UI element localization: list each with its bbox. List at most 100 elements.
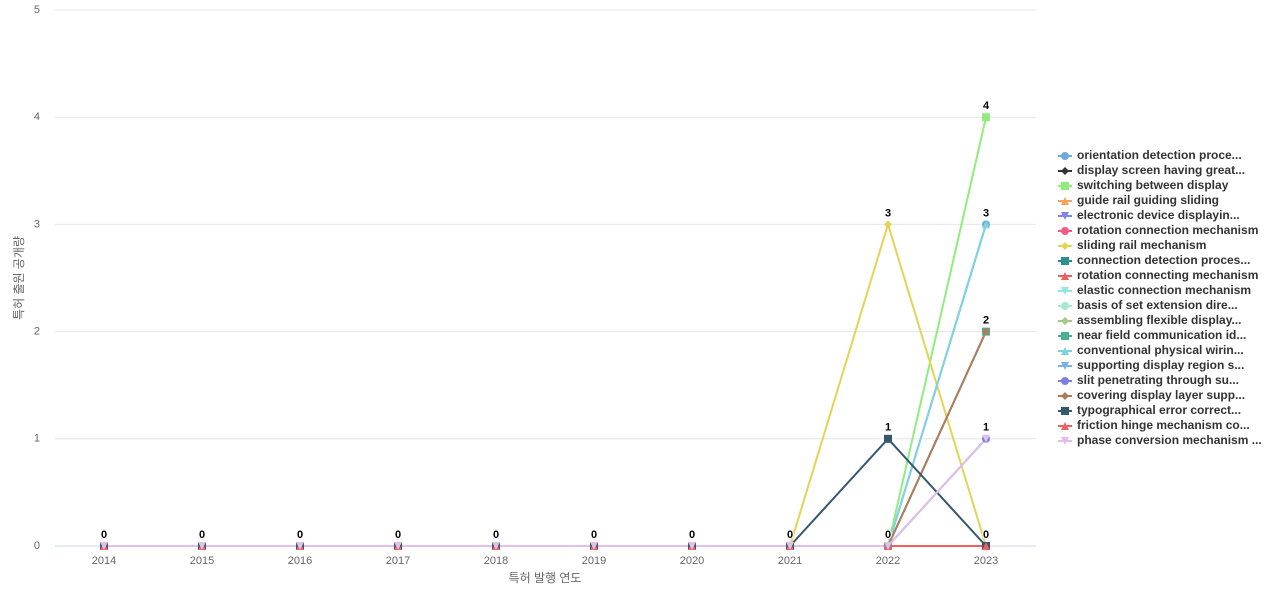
legend-marker xyxy=(1061,332,1069,340)
marker xyxy=(100,542,108,550)
legend-text: elastic connection mechanism xyxy=(1077,283,1251,297)
legend-item[interactable]: typographical error correct... xyxy=(1058,403,1241,417)
legend-text: friction hinge mechanism co... xyxy=(1077,418,1250,432)
legend-text: electronic device displayin... xyxy=(1077,208,1240,222)
legend-text: assembling flexible display... xyxy=(1077,313,1242,327)
series-line xyxy=(104,438,987,547)
legend-marker xyxy=(1061,287,1069,295)
y-tick-label: 3 xyxy=(34,218,40,230)
legend-marker xyxy=(1061,212,1069,220)
x-tick-label: 2016 xyxy=(288,555,312,567)
marker xyxy=(688,542,696,550)
data-label: 3 xyxy=(885,207,891,219)
x-axis-title: 특허 발행 연도 xyxy=(509,570,582,585)
data-label: 0 xyxy=(297,529,303,541)
y-tick-label: 1 xyxy=(34,433,40,445)
marker xyxy=(884,220,892,229)
legend-item[interactable]: slit penetrating through su... xyxy=(1058,373,1239,387)
legend-marker xyxy=(1061,362,1069,370)
legend-text: display screen having great... xyxy=(1077,163,1245,177)
legend-item[interactable]: conventional physical wirin... xyxy=(1058,343,1244,357)
y-tick-label: 2 xyxy=(34,326,40,338)
marker xyxy=(590,542,598,550)
legend-marker xyxy=(1061,272,1069,280)
legend-item[interactable]: assembling flexible display... xyxy=(1058,313,1242,327)
legend-item[interactable]: guide rail guiding sliding xyxy=(1058,193,1219,207)
legend-item[interactable]: orientation detection proce... xyxy=(1058,148,1242,162)
legend-item[interactable]: connection detection proces... xyxy=(1058,253,1250,267)
legend-text: guide rail guiding sliding xyxy=(1077,193,1219,207)
legend-item[interactable]: rotation connecting mechanism xyxy=(1058,268,1258,282)
y-axis-title: 특허 출원 공개량 xyxy=(12,236,26,320)
legend-text: rotation connection mechanism xyxy=(1077,223,1258,237)
legend-item[interactable]: rotation connection mechanism xyxy=(1058,223,1258,237)
legend-marker xyxy=(1061,182,1069,190)
marker xyxy=(884,542,892,550)
legend-item[interactable]: friction hinge mechanism co... xyxy=(1058,418,1250,432)
marker xyxy=(884,434,892,443)
x-tick-label: 2021 xyxy=(778,555,802,567)
x-tick-label: 2019 xyxy=(582,555,606,567)
x-tick-label: 2018 xyxy=(484,555,508,567)
legend-item[interactable]: supporting display region s... xyxy=(1058,358,1244,372)
x-tick-label: 2022 xyxy=(876,555,900,567)
legend-item[interactable]: basis of set extension dire... xyxy=(1058,298,1238,312)
x-tick-label: 2017 xyxy=(386,555,410,567)
legend-marker xyxy=(1061,407,1069,415)
data-label: 1 xyxy=(983,422,989,434)
legend-marker xyxy=(1061,377,1069,385)
legend-item[interactable]: elastic connection mechanism xyxy=(1058,283,1251,297)
legend-item[interactable]: near field communication id... xyxy=(1058,328,1246,342)
data-label: 1 xyxy=(885,422,891,434)
series-line xyxy=(104,437,987,547)
data-label: 0 xyxy=(689,529,695,541)
legend-item[interactable]: switching between display xyxy=(1058,178,1229,192)
data-label: 0 xyxy=(493,529,499,541)
legend-text: orientation detection proce... xyxy=(1077,148,1242,162)
data-label: 3 xyxy=(983,207,989,219)
marker xyxy=(492,542,500,550)
legend-marker xyxy=(1061,437,1069,445)
data-label: 4 xyxy=(983,100,990,112)
y-tick-label: 5 xyxy=(34,4,40,16)
data-label: 0 xyxy=(787,529,793,541)
legend-marker xyxy=(1061,392,1069,400)
data-label: 2 xyxy=(983,315,989,327)
series-line xyxy=(104,224,987,547)
legend-marker xyxy=(1061,422,1069,430)
legend-marker xyxy=(1061,257,1069,265)
legend-item[interactable]: phase conversion mechanism ... xyxy=(1058,433,1262,447)
series-line xyxy=(104,220,987,547)
y-tick-label: 4 xyxy=(34,111,40,123)
data-label: 0 xyxy=(591,529,597,541)
legend-marker xyxy=(1061,347,1069,355)
data-label: 0 xyxy=(983,529,989,541)
data-label: 0 xyxy=(885,529,891,541)
legend-item[interactable]: electronic device displayin... xyxy=(1058,208,1240,222)
legend-marker xyxy=(1061,197,1069,205)
legend-marker xyxy=(1061,227,1069,235)
legend-text: supporting display region s... xyxy=(1077,358,1244,372)
data-label: 0 xyxy=(199,529,205,541)
data-label: 0 xyxy=(101,529,107,541)
legend-text: covering display layer supp... xyxy=(1077,388,1245,402)
legend-marker xyxy=(1061,302,1069,310)
legend-text: connection detection proces... xyxy=(1077,253,1250,267)
marker xyxy=(982,327,990,336)
legend-text: near field communication id... xyxy=(1077,328,1246,342)
series-line xyxy=(104,438,987,547)
marker xyxy=(982,434,990,443)
series-line xyxy=(104,224,987,547)
legend-item[interactable]: display screen having great... xyxy=(1058,163,1245,177)
x-tick-label: 2014 xyxy=(92,555,116,567)
x-tick-label: 2023 xyxy=(974,555,998,567)
legend-text: slit penetrating through su... xyxy=(1077,373,1239,387)
legend-marker xyxy=(1061,242,1069,250)
legend-item[interactable]: sliding rail mechanism xyxy=(1058,238,1206,252)
marker xyxy=(982,220,990,229)
marker xyxy=(394,542,402,550)
legend-text: basis of set extension dire... xyxy=(1077,298,1238,312)
legend-item[interactable]: covering display layer supp... xyxy=(1058,388,1245,402)
marker xyxy=(982,542,990,550)
